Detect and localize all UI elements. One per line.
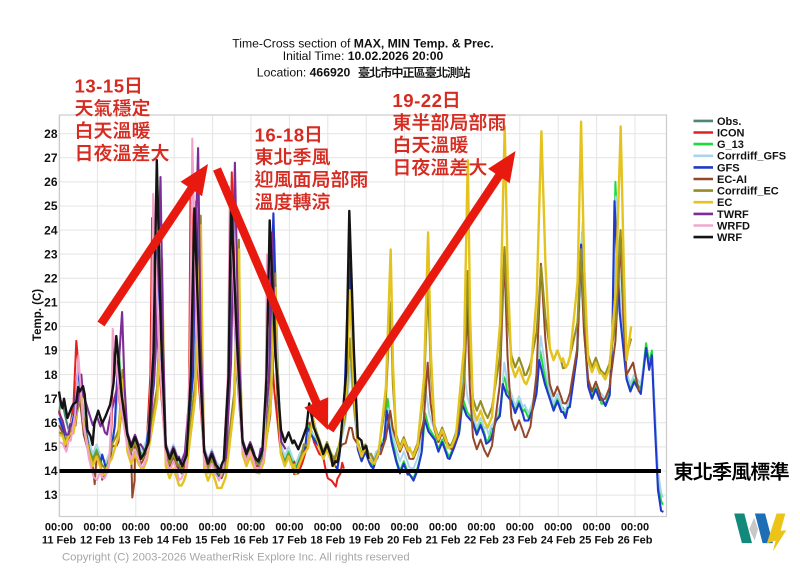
svg-text:00:00: 00:00	[237, 522, 265, 534]
svg-text:00:00: 00:00	[583, 522, 611, 534]
svg-text:18 Feb: 18 Feb	[310, 535, 345, 547]
svg-text:EC-AI: EC-AI	[717, 174, 747, 186]
svg-text:15: 15	[44, 440, 58, 454]
svg-text:Location: 466920: Location: 466920	[257, 66, 351, 80]
svg-text:17 Feb: 17 Feb	[272, 535, 307, 547]
svg-text:11 Feb: 11 Feb	[42, 535, 77, 547]
svg-text:25: 25	[44, 199, 58, 213]
svg-text:Initial Time: 10.02.2026 20:00: Initial Time: 10.02.2026 20:00	[283, 49, 444, 63]
svg-text:16-18: 16-18	[255, 124, 305, 145]
svg-text:18: 18	[44, 368, 58, 382]
svg-text:00:00: 00:00	[160, 522, 188, 534]
svg-text:15 Feb: 15 Feb	[195, 535, 230, 547]
svg-text:21 Feb: 21 Feb	[426, 535, 461, 547]
svg-text:16 Feb: 16 Feb	[234, 535, 269, 547]
svg-text:22 Feb: 22 Feb	[464, 535, 499, 547]
svg-text:00:00: 00:00	[83, 522, 111, 534]
svg-text:23: 23	[44, 247, 58, 261]
svg-text:WRF: WRF	[717, 232, 742, 244]
svg-text:00:00: 00:00	[122, 522, 150, 534]
svg-text:24: 24	[44, 223, 58, 237]
svg-text:17: 17	[44, 392, 58, 406]
svg-text:19 Feb: 19 Feb	[349, 535, 384, 547]
svg-text:12 Feb: 12 Feb	[80, 535, 115, 547]
svg-text:25 Feb: 25 Feb	[579, 535, 614, 547]
svg-text:00:00: 00:00	[467, 522, 495, 534]
svg-text:00:00: 00:00	[621, 522, 649, 534]
svg-text:13: 13	[44, 488, 58, 502]
svg-text:Corrdiff_GFS: Corrdiff_GFS	[717, 151, 786, 163]
svg-text:Temp. (C): Temp. (C)	[32, 289, 44, 341]
svg-text:27: 27	[44, 151, 58, 165]
svg-text:19: 19	[44, 344, 58, 358]
svg-text:13 Feb: 13 Feb	[118, 535, 153, 547]
svg-text:G_13: G_13	[717, 139, 744, 151]
svg-text:21: 21	[44, 296, 58, 310]
svg-text:00:00: 00:00	[544, 522, 572, 534]
svg-text:00:00: 00:00	[314, 522, 342, 534]
svg-text:14: 14	[44, 464, 58, 478]
svg-text:Copyright (C) 2003-2026 Weathe: Copyright (C) 2003-2026 WeatherRisk Expl…	[62, 552, 410, 564]
svg-text:19-22: 19-22	[392, 90, 442, 111]
svg-text:00:00: 00:00	[429, 522, 457, 534]
svg-text:00:00: 00:00	[506, 522, 534, 534]
svg-text:WRFD: WRFD	[717, 220, 750, 232]
svg-text:20: 20	[44, 320, 58, 334]
svg-text:Time-Cross section of MAX, MIN: Time-Cross section of MAX, MIN Temp. & P…	[232, 37, 493, 51]
svg-text:ICON: ICON	[717, 127, 745, 139]
svg-text:Obs.: Obs.	[717, 116, 741, 128]
svg-text:Corrdiff_EC: Corrdiff_EC	[717, 186, 779, 198]
svg-text:26 Feb: 26 Feb	[618, 535, 653, 547]
svg-text:16: 16	[44, 416, 58, 430]
svg-text:GFS: GFS	[717, 162, 740, 174]
svg-text:28: 28	[44, 127, 58, 141]
svg-text:00:00: 00:00	[199, 522, 227, 534]
svg-text:24 Feb: 24 Feb	[541, 535, 576, 547]
svg-text:14 Feb: 14 Feb	[157, 535, 192, 547]
svg-text:20 Feb: 20 Feb	[387, 535, 422, 547]
svg-text:00:00: 00:00	[45, 522, 73, 534]
svg-text:26: 26	[44, 175, 58, 189]
svg-text:TWRF: TWRF	[717, 209, 749, 221]
svg-text:00:00: 00:00	[275, 522, 303, 534]
svg-text:22: 22	[44, 271, 58, 285]
svg-text:00:00: 00:00	[391, 522, 419, 534]
svg-text:23 Feb: 23 Feb	[502, 535, 537, 547]
svg-text:00:00: 00:00	[352, 522, 380, 534]
svg-text:EC: EC	[717, 197, 732, 209]
svg-text:13-15: 13-15	[75, 76, 125, 97]
